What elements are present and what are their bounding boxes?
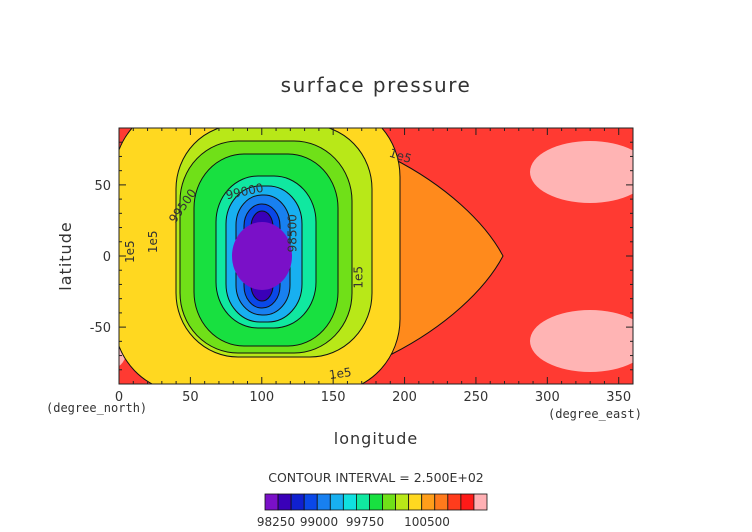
high-patch xyxy=(530,310,633,372)
x-axis-unit: (degree_east) xyxy=(548,407,642,421)
x-tick-label: 200 xyxy=(392,390,417,405)
x-tick-label: 150 xyxy=(321,390,346,405)
contour-label: 1e5 xyxy=(123,240,137,263)
colorbar-tick-label: 99000 xyxy=(300,515,338,529)
colorbar-swatch xyxy=(421,493,436,511)
colorbar-swatch xyxy=(277,493,292,511)
colorbar-swatch xyxy=(473,493,488,511)
colorbar: 98250 99000 99750 100500 xyxy=(257,493,488,529)
low-pressure-core xyxy=(232,222,292,290)
x-tick-label: 250 xyxy=(464,390,489,405)
x-tick-label: 300 xyxy=(535,390,560,405)
y-tick-label: 50 xyxy=(94,179,111,194)
x-tick-label: 100 xyxy=(249,390,274,405)
colorbar-swatch xyxy=(447,493,462,511)
y-axis-label: latitude xyxy=(56,221,75,290)
colorbar-tick-label: 100500 xyxy=(404,515,450,529)
contour-label: 1e5 xyxy=(387,146,413,166)
colorbar-swatch xyxy=(356,493,370,511)
y-tick-label: 0 xyxy=(103,250,111,265)
colorbar-swatch xyxy=(408,493,423,511)
contour-label: 1e5 xyxy=(328,365,352,382)
colorbar-swatch xyxy=(434,493,449,511)
colorbar-swatch xyxy=(290,493,305,511)
colorbar-swatch xyxy=(264,493,279,511)
colorbar-swatch xyxy=(369,493,383,511)
axes: 0 50 100 150 200 250 300 350 -50 0 50 xyxy=(90,127,634,405)
contour-interval-text: CONTOUR INTERVAL = 2.500E+02 xyxy=(268,470,484,485)
colorbar-swatch xyxy=(460,493,475,511)
contour-label: 98500 xyxy=(286,214,300,252)
x-tick-label: 0 xyxy=(115,390,123,405)
contour-label: 1e5 xyxy=(351,266,365,289)
colorbar-tick-label: 99750 xyxy=(346,515,384,529)
colorbar-swatch xyxy=(329,493,344,511)
y-axis-unit: (degree_north) xyxy=(46,401,147,415)
x-tick-label: 350 xyxy=(606,390,631,405)
colorbar-swatch xyxy=(342,493,357,511)
contour-label: 1e5 xyxy=(146,230,160,253)
high-patch xyxy=(530,141,633,203)
colorbar-swatch xyxy=(316,493,331,511)
x-axis-label: longitude xyxy=(334,429,418,448)
colorbar-tick-label: 98250 xyxy=(257,515,295,529)
x-tick-label: 50 xyxy=(182,390,199,405)
colorbar-swatch xyxy=(382,493,396,511)
y-tick-label: -50 xyxy=(90,321,111,336)
chart-title: surface pressure xyxy=(281,73,472,97)
colorbar-swatch xyxy=(303,493,318,511)
colorbar-swatch xyxy=(395,493,410,511)
